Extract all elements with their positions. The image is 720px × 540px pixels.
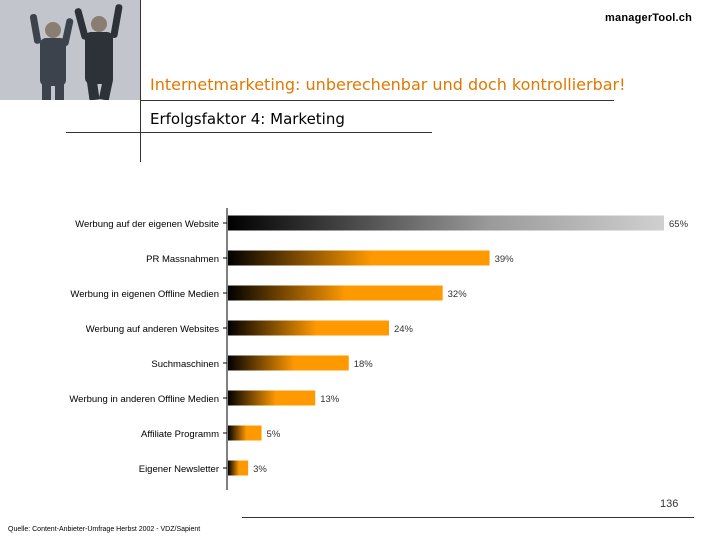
category-label: Eigener Newsletter — [139, 464, 219, 475]
brand-logo: managerTool.ch — [605, 12, 692, 24]
category-label: Werbung in eigenen Offline Medien — [70, 289, 219, 300]
divider-subtitle — [66, 132, 432, 133]
page-subtitle: Erfolgsfaktor 4: Marketing — [150, 110, 345, 128]
bar — [228, 425, 262, 441]
page-title: Internetmarketing: unberechenbar und doc… — [150, 75, 626, 94]
bar — [228, 285, 443, 301]
bar — [228, 320, 389, 336]
bar — [228, 355, 349, 371]
page-number: 136 — [660, 498, 679, 510]
value-label: 18% — [354, 359, 374, 370]
category-label: PR Massnahmen — [146, 254, 219, 265]
category-label: Affiliate Programm — [141, 429, 219, 440]
value-label: 32% — [448, 289, 468, 300]
value-label: 39% — [495, 254, 515, 265]
header-photo — [0, 0, 140, 100]
bar — [228, 215, 664, 231]
bar — [228, 250, 490, 266]
category-label: Werbung auf der eigenen Website — [75, 219, 219, 230]
value-label: 24% — [394, 324, 414, 335]
value-label: 3% — [253, 464, 267, 475]
category-label: Werbung auf anderen Websites — [86, 324, 220, 335]
divider-footer — [242, 517, 694, 518]
category-label: Werbung in anderen Offline Medien — [69, 394, 219, 405]
bar — [228, 460, 249, 476]
divider-title — [140, 100, 614, 101]
source-note: Quelle: Content-Anbieter-Umfrage Herbst … — [8, 526, 201, 533]
bar — [228, 390, 316, 406]
value-label: 13% — [320, 394, 340, 405]
bar-chart: Werbung auf der eigenen Website 65% PR Mas… — [69, 208, 689, 490]
divider-vertical — [140, 0, 141, 162]
category-label: Suchmaschinen — [151, 359, 219, 370]
value-label: 5% — [267, 429, 281, 440]
value-label: 65% — [669, 219, 689, 230]
